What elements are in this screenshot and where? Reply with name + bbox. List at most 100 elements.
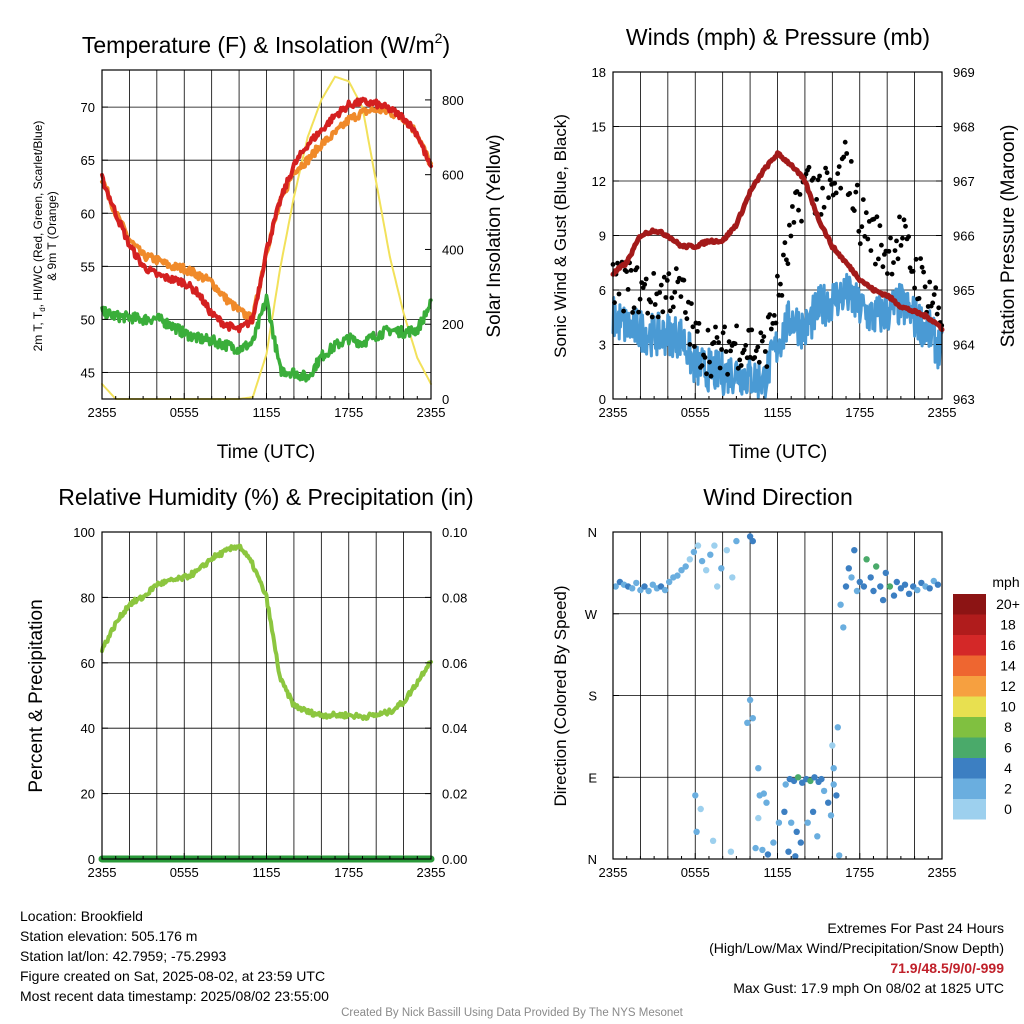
direction-point: [886, 583, 894, 590]
gust-point: [684, 316, 690, 322]
direction-point: [775, 819, 783, 826]
gust-point: [764, 364, 770, 369]
direction-point: [755, 765, 762, 772]
direction-point: [827, 812, 835, 819]
direction-point: [760, 790, 767, 797]
y-tick-label: 50: [81, 312, 95, 327]
y2-tick-label: 600: [442, 168, 464, 183]
direction-point: [879, 596, 887, 604]
direction-points: [612, 533, 942, 860]
y2-tick-label: 967: [953, 174, 975, 189]
y-tick-label: 70: [81, 100, 95, 115]
y2-tick-label: 200: [442, 317, 464, 332]
winds-panel: Winds (mph) & Pressure (mb) 2355 0555 1155…: [551, 24, 1019, 463]
legend-label: 10: [1000, 699, 1016, 715]
gust-point: [696, 321, 702, 326]
gust-point: [735, 365, 741, 371]
recent-text: Most recent data timestamp: 2025/08/02 2…: [20, 988, 329, 1004]
direction-point: [666, 578, 673, 586]
direction-point: [794, 774, 802, 781]
gust-point: [918, 256, 923, 261]
direction-point: [755, 814, 762, 822]
gust-point: [702, 355, 708, 360]
gust-point: [649, 314, 655, 320]
direction-point: [890, 592, 898, 599]
gust-point: [667, 308, 673, 314]
gust-point: [851, 208, 857, 214]
gust-point: [779, 293, 785, 298]
x-tick-label: 1155: [764, 405, 792, 420]
gust-point: [720, 330, 726, 336]
direction-point: [836, 852, 843, 859]
direction-point: [727, 848, 735, 855]
direction-point: [698, 557, 706, 565]
gust-point: [784, 257, 789, 263]
gust-point: [859, 224, 865, 230]
gust-point: [823, 165, 828, 171]
gust-point: [803, 171, 809, 177]
gust-point: [637, 296, 643, 302]
gust-point: [714, 335, 720, 340]
gust-point: [826, 195, 831, 201]
gust-point: [692, 344, 697, 349]
winds-ylabel: Sonic Wind & Gust (Blue, Black): [551, 114, 570, 358]
gust-point: [895, 256, 901, 262]
gust-point: [790, 204, 795, 209]
gust-point: [651, 271, 657, 276]
gust-point: [705, 327, 711, 333]
direction-point: [873, 563, 880, 570]
dewpoint-line: [100, 293, 433, 383]
gust-point: [827, 177, 833, 183]
gust-point: [854, 182, 860, 188]
gust-point: [749, 327, 755, 333]
gust-point: [642, 282, 648, 287]
gust-point: [907, 265, 913, 271]
y2-tick-label: 0.08: [442, 590, 467, 605]
y-tick-label: 80: [81, 590, 95, 605]
direction-point: [709, 837, 717, 844]
direction-point: [764, 851, 772, 858]
gust-point: [799, 218, 804, 224]
gust-point: [648, 299, 654, 305]
direction-point: [848, 574, 855, 581]
direction-point: [851, 547, 858, 554]
gust-point: [625, 287, 631, 292]
legend-swatch: [953, 614, 986, 635]
humidity-line: [100, 543, 433, 721]
direction-point: [744, 719, 751, 726]
direction-point: [830, 781, 837, 788]
direction-point: [905, 590, 913, 597]
y2-tick-label: 0.06: [442, 656, 467, 671]
gust-point: [716, 340, 721, 345]
direction-point: [612, 583, 619, 590]
gust-point: [868, 248, 874, 254]
x-tick-label: 1155: [764, 865, 792, 880]
gust-point: [886, 248, 892, 254]
gust-point: [689, 301, 694, 306]
gust-point: [711, 340, 717, 345]
gust-point: [752, 355, 758, 360]
legend-swatch: [953, 655, 986, 676]
y2-tick-label: 800: [442, 93, 464, 108]
gust-point: [835, 171, 841, 177]
y2-tick-label: 0.02: [442, 787, 467, 802]
x-tick-label: 1155: [253, 405, 281, 420]
temperature-title: Temperature (F) & Insolation (W/m2): [82, 30, 450, 58]
direction-point: [799, 779, 806, 786]
gust-point: [888, 235, 893, 241]
direction-point: [814, 833, 821, 840]
gust-point: [673, 266, 679, 272]
direction-point: [718, 565, 725, 572]
gust-point: [778, 281, 783, 287]
direction-tick-label: S: [588, 689, 597, 704]
direction-point: [763, 799, 770, 806]
gust-point: [906, 234, 911, 240]
legend-label: 0: [1004, 801, 1012, 817]
x-tick-label: 2355: [599, 405, 628, 420]
legend-label: 14: [1000, 658, 1016, 674]
direction-point: [837, 601, 844, 608]
direction-point: [785, 848, 792, 855]
direction-tick-label: E: [588, 770, 597, 785]
gust-point: [672, 289, 678, 295]
direction-point: [674, 572, 681, 579]
